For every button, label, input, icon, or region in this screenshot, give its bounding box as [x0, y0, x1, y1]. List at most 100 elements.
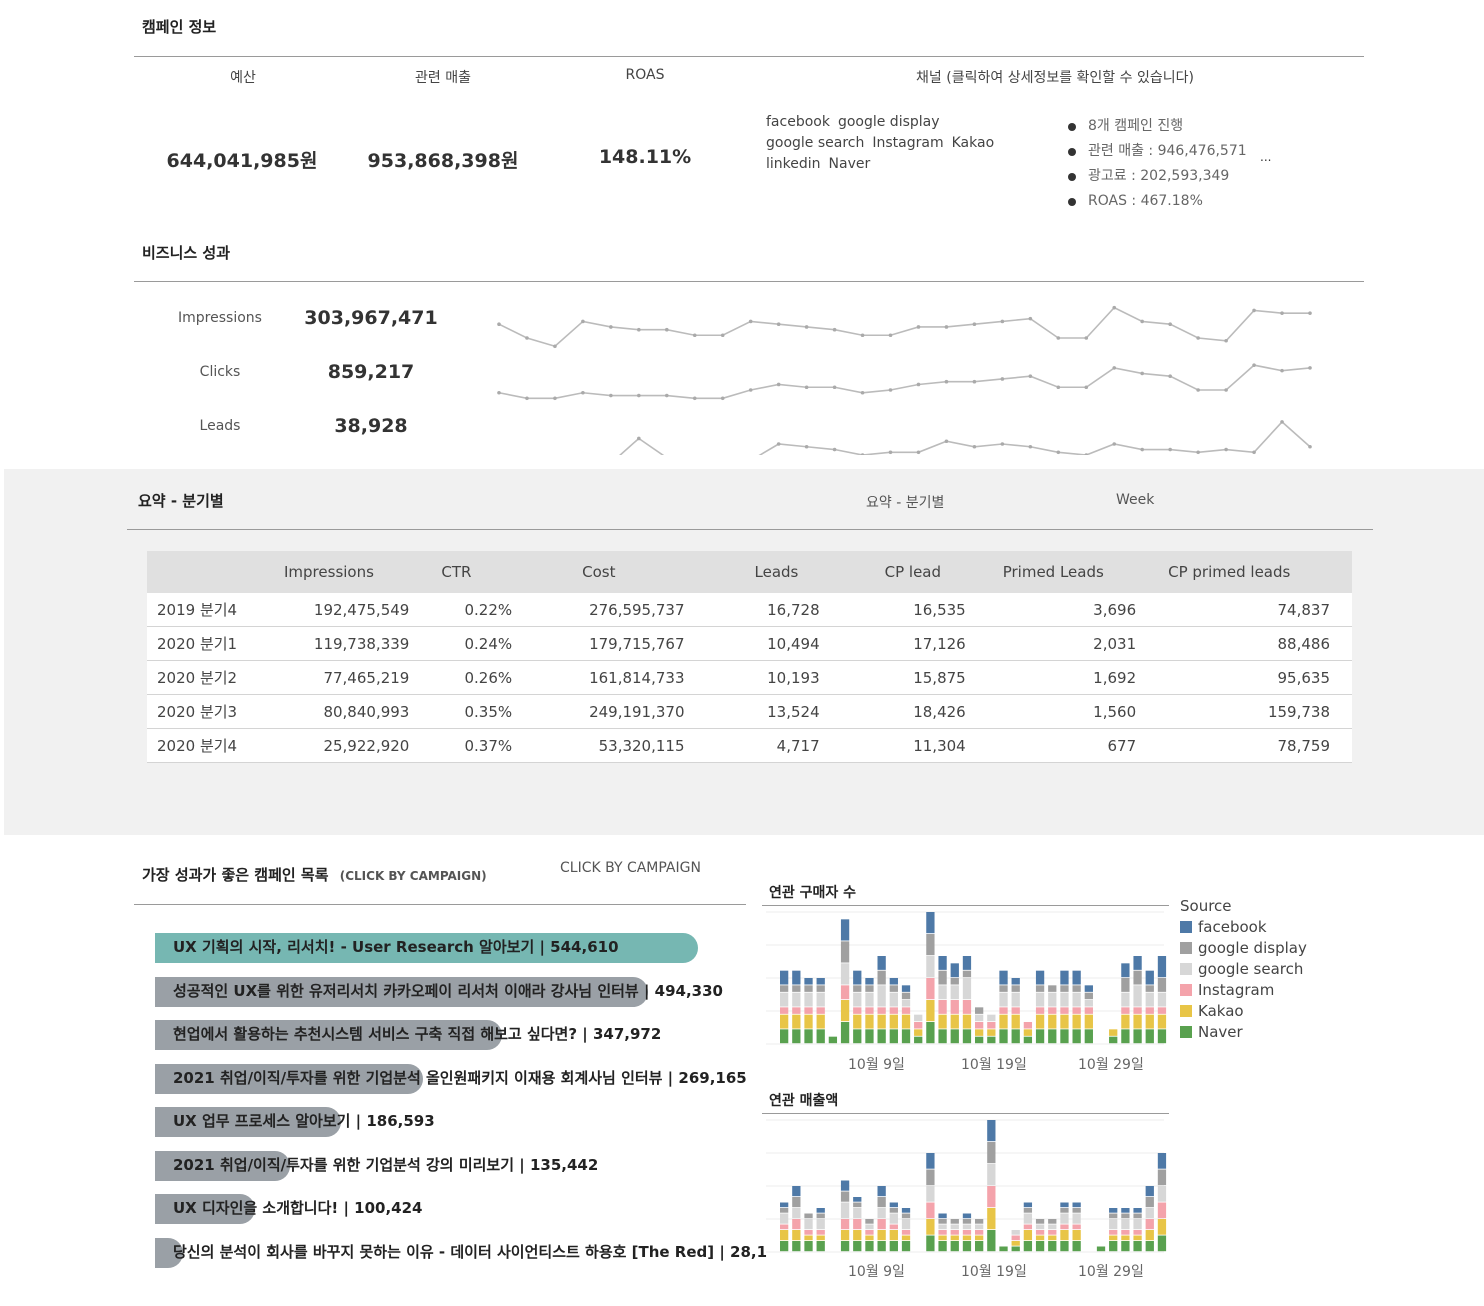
bar-stack[interactable]: [792, 970, 801, 1044]
legend-item[interactable]: Kakao: [1180, 1000, 1307, 1021]
bar-segment-kakao[interactable]: [1109, 1029, 1118, 1036]
bar-segment-naver[interactable]: [962, 1241, 972, 1252]
bar-segment-google-display[interactable]: [1072, 1208, 1081, 1213]
bar-segment-instagram[interactable]: [804, 1007, 813, 1014]
bar-segment-instagram[interactable]: [780, 1224, 789, 1230]
bar-segment-kakao[interactable]: [1157, 1219, 1167, 1235]
bar-stack[interactable]: [1133, 1208, 1142, 1252]
bar-segment-instagram[interactable]: [889, 1224, 898, 1230]
bar-segment-kakao[interactable]: [877, 1230, 886, 1241]
bar-stack[interactable]: [889, 1202, 898, 1252]
bar-segment-kakao[interactable]: [1072, 1230, 1081, 1241]
bar-segment-instagram[interactable]: [865, 1230, 874, 1235]
bar-segment-facebook[interactable]: [950, 963, 959, 978]
campaign-label[interactable]: 성공적인 UX를 위한 유저리서치 카카오페이 리서처 이애라 강사님 인터뷰 …: [173, 981, 723, 1000]
bar-segment-kakao[interactable]: [853, 1230, 862, 1241]
week-filter[interactable]: Week: [1116, 492, 1155, 508]
bar-stack[interactable]: [1096, 1246, 1106, 1252]
bar-segment-kakao[interactable]: [1145, 1230, 1154, 1241]
campaign-bar[interactable]: [155, 976, 648, 1007]
bar-segment-facebook[interactable]: [780, 1202, 789, 1208]
bar-segment-naver[interactable]: [889, 1029, 898, 1044]
bar-segment-instagram[interactable]: [792, 1007, 801, 1014]
bar-segment-facebook[interactable]: [1145, 970, 1154, 985]
bar-segment-instagram[interactable]: [938, 1000, 947, 1014]
bar-segment-naver[interactable]: [1109, 1241, 1118, 1252]
channel-instagram[interactable]: Instagram: [872, 135, 944, 151]
bar-segment-google-search[interactable]: [1035, 992, 1045, 1007]
bar-segment-kakao[interactable]: [1157, 1014, 1167, 1029]
bar-segment-google-search[interactable]: [804, 992, 813, 1007]
bar-segment-naver[interactable]: [1035, 1029, 1045, 1044]
bar-stack[interactable]: [987, 1014, 996, 1044]
bar-stack[interactable]: [1011, 978, 1020, 1044]
bar-segment-facebook[interactable]: [840, 919, 850, 941]
bar-segment-naver[interactable]: [804, 1241, 813, 1252]
bar-segment-facebook[interactable]: [853, 1197, 862, 1202]
bar-segment-kakao[interactable]: [816, 1014, 825, 1029]
bar-stack[interactable]: [1133, 956, 1142, 1044]
bar-segment-kakao[interactable]: [999, 1014, 1008, 1029]
bar-segment-instagram[interactable]: [901, 1230, 911, 1235]
bar-segment-kakao[interactable]: [914, 1029, 923, 1036]
bar-segment-google-search[interactable]: [938, 985, 947, 1000]
bar-segment-google-display[interactable]: [938, 970, 947, 985]
bar-segment-facebook[interactable]: [792, 1186, 801, 1197]
bar-segment-instagram[interactable]: [1035, 1230, 1045, 1235]
bar-segment-instagram[interactable]: [780, 1007, 789, 1014]
bar-segment-google-search[interactable]: [962, 1224, 972, 1230]
legend-item[interactable]: Naver: [1180, 1021, 1307, 1042]
bar-segment-google-display[interactable]: [865, 985, 874, 992]
campaign-bar[interactable]: [155, 1237, 184, 1268]
bar-segment-google-search[interactable]: [853, 992, 862, 1007]
bar-segment-google-search[interactable]: [780, 992, 789, 1007]
bar-segment-instagram[interactable]: [1145, 1007, 1154, 1014]
bar-segment-google-search[interactable]: [950, 985, 959, 1000]
bar-segment-google-display[interactable]: [1035, 1219, 1045, 1224]
bar-segment-facebook[interactable]: [1035, 970, 1045, 985]
bar-segment-kakao[interactable]: [1048, 1235, 1057, 1241]
bar-segment-facebook[interactable]: [1072, 1202, 1081, 1208]
bar-segment-facebook[interactable]: [1121, 963, 1130, 978]
bar-segment-facebook[interactable]: [999, 970, 1008, 985]
bar-segment-google-display[interactable]: [999, 985, 1008, 992]
bar-segment-facebook[interactable]: [1072, 970, 1081, 985]
bar-segment-instagram[interactable]: [853, 1007, 862, 1014]
bar-segment-google-search[interactable]: [926, 1186, 935, 1202]
bar-stack[interactable]: [1060, 1202, 1069, 1252]
bar-segment-naver[interactable]: [1072, 1241, 1081, 1252]
bar-segment-google-search[interactable]: [901, 1219, 911, 1230]
bar-segment-google-search[interactable]: [1048, 1224, 1057, 1230]
bar-segment-google-display[interactable]: [877, 1197, 886, 1208]
bar-segment-naver[interactable]: [828, 1036, 838, 1044]
bar-segment-naver[interactable]: [1109, 1036, 1118, 1044]
bar-segment-google-search[interactable]: [1157, 1186, 1167, 1202]
bar-segment-google-search[interactable]: [865, 992, 874, 1007]
bar-segment-kakao[interactable]: [792, 1014, 801, 1029]
bar-segment-naver[interactable]: [840, 1241, 850, 1252]
bar-segment-google-display[interactable]: [804, 1213, 813, 1219]
bar-stack[interactable]: [840, 919, 850, 1044]
bar-segment-google-display[interactable]: [889, 1208, 898, 1213]
bar-segment-google-search[interactable]: [1145, 1208, 1154, 1219]
bar-segment-google-display[interactable]: [1048, 1219, 1057, 1224]
channel-linkedin[interactable]: linkedin: [766, 156, 821, 172]
bar-segment-naver[interactable]: [901, 1241, 911, 1252]
bar-segment-facebook[interactable]: [1157, 1153, 1167, 1169]
bar-stack[interactable]: [926, 1153, 935, 1252]
bar-stack[interactable]: [1048, 985, 1057, 1044]
click-by-campaign-filter[interactable]: CLICK BY CAMPAIGN: [560, 860, 701, 876]
campaign-bar[interactable]: [155, 1063, 424, 1094]
bar-segment-facebook[interactable]: [938, 956, 947, 970]
bar-segment-facebook[interactable]: [1023, 1202, 1033, 1208]
bar-segment-google-search[interactable]: [1011, 1230, 1020, 1235]
bar-segment-google-display[interactable]: [950, 1219, 959, 1224]
bar-segment-google-search[interactable]: [877, 1208, 886, 1219]
bar-segment-google-display[interactable]: [1084, 992, 1093, 1000]
bar-stack[interactable]: [975, 1007, 984, 1044]
bar-stack[interactable]: [828, 1036, 838, 1044]
bar-stack[interactable]: [780, 1202, 789, 1252]
col-header-cost[interactable]: Cost: [534, 551, 707, 593]
campaign-bar[interactable]: [155, 1020, 502, 1050]
campaign-bar[interactable]: [155, 933, 698, 963]
